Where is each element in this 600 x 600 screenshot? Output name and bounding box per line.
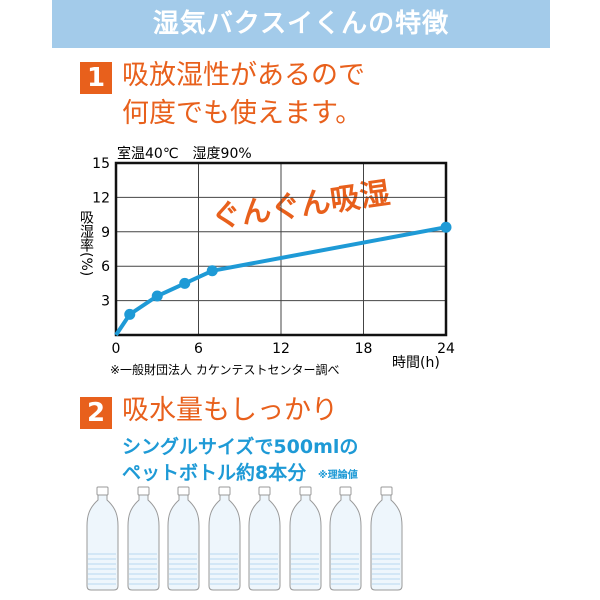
- bottle-icon: [289, 486, 323, 596]
- page-header: 湿気バクスイくんの特徴: [52, 0, 550, 48]
- data-point: [206, 265, 218, 277]
- y-tick-label: 15: [92, 156, 110, 172]
- feature-2-title: 吸水量もしっかり: [122, 395, 338, 426]
- x-tick-label: 24: [437, 341, 455, 357]
- feature-2-number: 2: [80, 397, 112, 429]
- x-tick-label: 6: [194, 341, 203, 357]
- plot-frame: [114, 161, 448, 337]
- bottle-icon: [248, 486, 282, 596]
- data-point: [440, 221, 452, 233]
- x-axis-label: 時間(h): [392, 355, 440, 371]
- feature-2-line-2: ペットボトル約8本分: [122, 462, 307, 484]
- humidity-chart: 0 6 12 18 24 3 6 9 12 15: [92, 156, 455, 357]
- y-tick-label: 12: [92, 190, 110, 206]
- y-tick-label: 6: [101, 259, 110, 275]
- data-point: [179, 277, 191, 289]
- chart-source: ※一般財団法人 カケンテストセンター調べ: [110, 363, 340, 377]
- feature-2-line-1: シングルサイズで500mlの: [122, 436, 359, 458]
- bottle-icon: [208, 486, 242, 596]
- bottle-icon: [329, 486, 363, 596]
- y-axis-label: 吸湿率(%): [78, 210, 94, 277]
- data-point: [124, 308, 136, 320]
- feature-2-note: ※理論値: [318, 470, 358, 481]
- data-point: [151, 290, 163, 302]
- feature-1-number: 1: [80, 62, 112, 94]
- y-tick-label: 9: [101, 225, 110, 241]
- bottle-icon: [370, 486, 404, 596]
- bottle-icon: [167, 486, 201, 596]
- bottle-icon: [86, 486, 120, 596]
- chart-condition: 室温40℃ 湿度90%: [117, 146, 252, 162]
- y-tick-label: 3: [101, 294, 110, 310]
- x-tick-label: 0: [112, 341, 121, 357]
- feature-1-line-1: 吸放湿性があるので: [122, 60, 365, 91]
- feature-1-line-2: 何度でも使えます。: [122, 98, 363, 129]
- x-tick-label: 12: [272, 341, 290, 357]
- bottle-icon: [127, 486, 161, 596]
- x-tick-label: 18: [355, 341, 373, 357]
